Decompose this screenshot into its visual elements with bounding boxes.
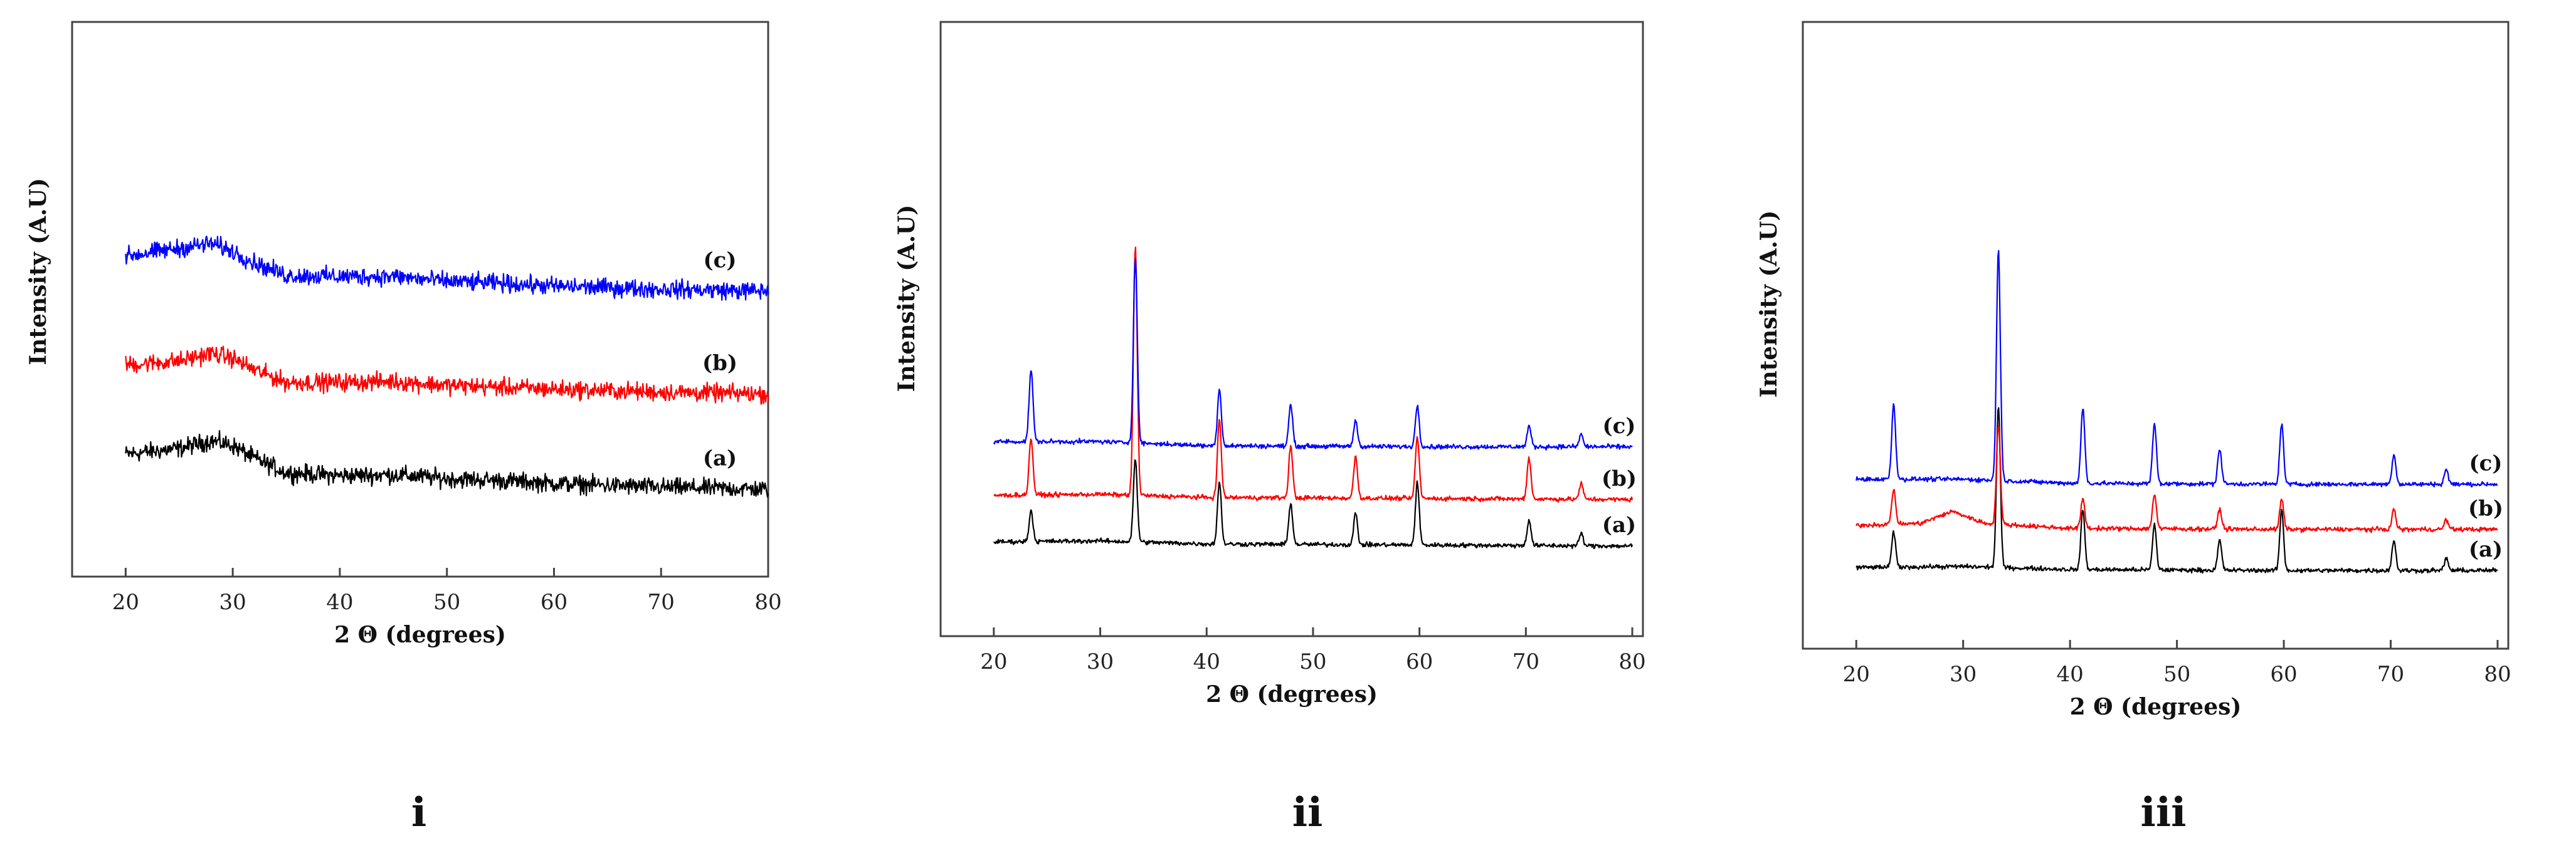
series-line-c <box>993 258 1633 451</box>
x-tick-label: 80 <box>2484 662 2511 687</box>
series-line-a <box>1855 407 2498 574</box>
series-line-b <box>125 345 769 405</box>
x-tick-label: 50 <box>433 590 460 615</box>
x-tick-label: 30 <box>219 590 246 615</box>
series-line-c <box>125 236 769 301</box>
panel-iii: 20 30 40 50 60 70 80 2 Θ (degrees) Intensity (A.… <box>1756 21 2511 836</box>
x-tick-label: 40 <box>1193 649 1220 674</box>
series-label: (b) <box>702 351 737 376</box>
y-axis-title: Intensity (A.U) <box>25 178 51 365</box>
series-line-b <box>1855 425 2498 533</box>
x-tick-label: 80 <box>1618 649 1645 674</box>
x-tick-label: 20 <box>112 590 139 615</box>
series-label: (a) <box>1602 513 1636 538</box>
series-line-c <box>1855 249 2498 488</box>
x-axis-title: 2 Θ (degrees) <box>2070 694 2242 720</box>
x-tick-label: 40 <box>2057 662 2084 687</box>
x-tick-label: 30 <box>1950 662 1977 687</box>
panel-ii: 20 30 40 50 60 70 80 2 Θ (degrees) Intensity (A.… <box>894 21 1646 836</box>
x-axis-title: 2 Θ (degrees) <box>334 622 506 648</box>
x-tick-label: 60 <box>2270 662 2297 687</box>
series-line-a <box>993 459 1634 550</box>
x-tick-label: 70 <box>2377 662 2404 687</box>
series-label: (c) <box>704 248 737 273</box>
x-tick-label: 50 <box>1299 649 1326 674</box>
series-line-a <box>125 430 769 498</box>
series-label: (a) <box>703 446 737 471</box>
x-tick-label: 40 <box>326 590 353 615</box>
panel-label: i <box>411 789 426 836</box>
x-tick-label: 60 <box>541 590 567 615</box>
panel-i: 20 30 40 50 60 70 80 2 Θ (degrees) Intensity (A.… <box>25 21 782 836</box>
x-tick-label: 60 <box>1406 649 1433 674</box>
x-tick-label: 20 <box>980 649 1007 674</box>
series-line-b <box>993 246 1634 503</box>
x-tick-label: 70 <box>1512 649 1539 674</box>
series-label: (b) <box>1602 466 1637 491</box>
x-tick-label: 70 <box>648 590 675 615</box>
plot-frame <box>1802 21 2510 650</box>
x-tick-label: 50 <box>2163 662 2190 687</box>
series-label: (c) <box>2469 451 2503 476</box>
x-tick-label: 30 <box>1087 649 1114 674</box>
series-label: (c) <box>1603 414 1636 439</box>
y-axis-title: Intensity (A.U) <box>894 205 920 392</box>
panel-label: iii <box>2141 789 2187 836</box>
panel-label: ii <box>1292 789 1323 836</box>
plot-frame <box>939 21 1644 637</box>
series-label: (b) <box>2468 496 2503 521</box>
x-tick-label: 80 <box>754 590 781 615</box>
x-axis-title: 2 Θ (degrees) <box>1206 681 1378 708</box>
y-axis-title: Intensity (A.U) <box>1756 211 1782 398</box>
x-tick-label: 20 <box>1843 662 1870 687</box>
series-label: (a) <box>2469 537 2503 562</box>
plot-frame <box>71 21 769 578</box>
